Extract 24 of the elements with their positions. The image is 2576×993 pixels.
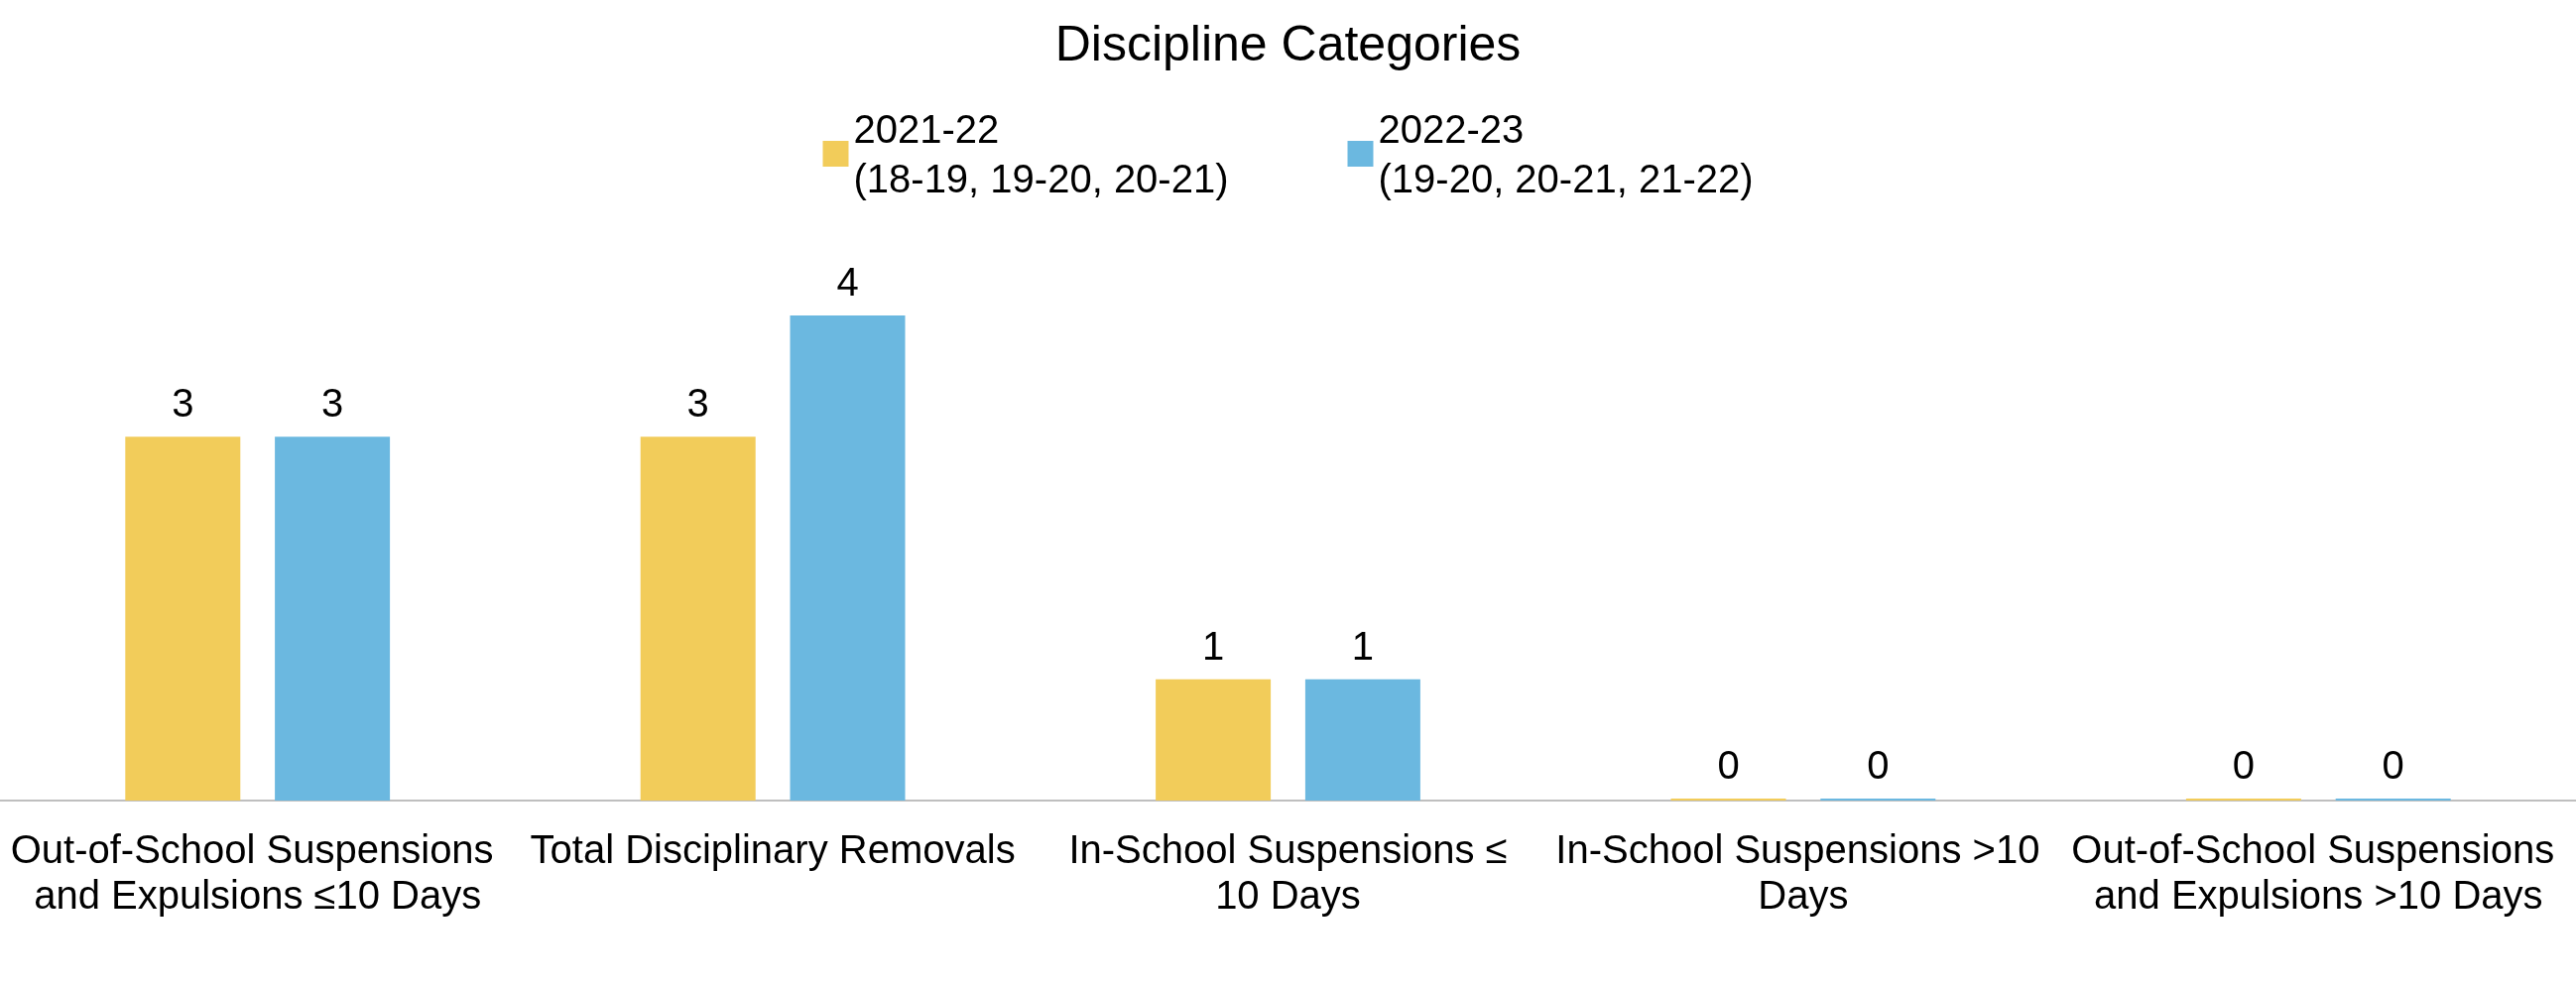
x-tick-label: Out-of-School Suspensions and Expulsions >10 Days: [2071, 827, 2566, 917]
x-tick-label: In-School Suspensions >10 Days: [1555, 827, 2051, 917]
data-label: 1: [1201, 623, 1225, 668]
data-label: 1: [1351, 623, 1375, 668]
bar: [790, 315, 906, 801]
data-label: 0: [1867, 743, 1890, 787]
chart-title: Discipline Categories: [1054, 16, 1522, 71]
bar: [1156, 679, 1272, 801]
data-label: 0: [2232, 743, 2256, 787]
bar: [125, 436, 241, 801]
data-label: 4: [836, 260, 859, 304]
data-label: 3: [686, 381, 709, 426]
bar: [640, 436, 756, 801]
bar: [1304, 679, 1420, 801]
legend-label: 2022-23 (19-20, 20-21, 21-22): [1378, 107, 1754, 200]
x-tick-label: Total Disciplinary Removals: [530, 827, 1016, 871]
x-tick-label: Out-of-School Suspensions and Expulsions ≤10 Days: [10, 827, 505, 917]
bar: [275, 436, 391, 801]
x-tick-label: In-School Suspensions ≤10 Days: [1068, 827, 1508, 917]
data-label: 0: [2382, 743, 2404, 787]
data-label: 0: [1717, 743, 1740, 787]
data-label: 3: [320, 381, 344, 426]
legend-label: 2021-22 (18-19, 19-20, 20-21): [853, 107, 1229, 200]
data-label: 3: [172, 381, 194, 426]
